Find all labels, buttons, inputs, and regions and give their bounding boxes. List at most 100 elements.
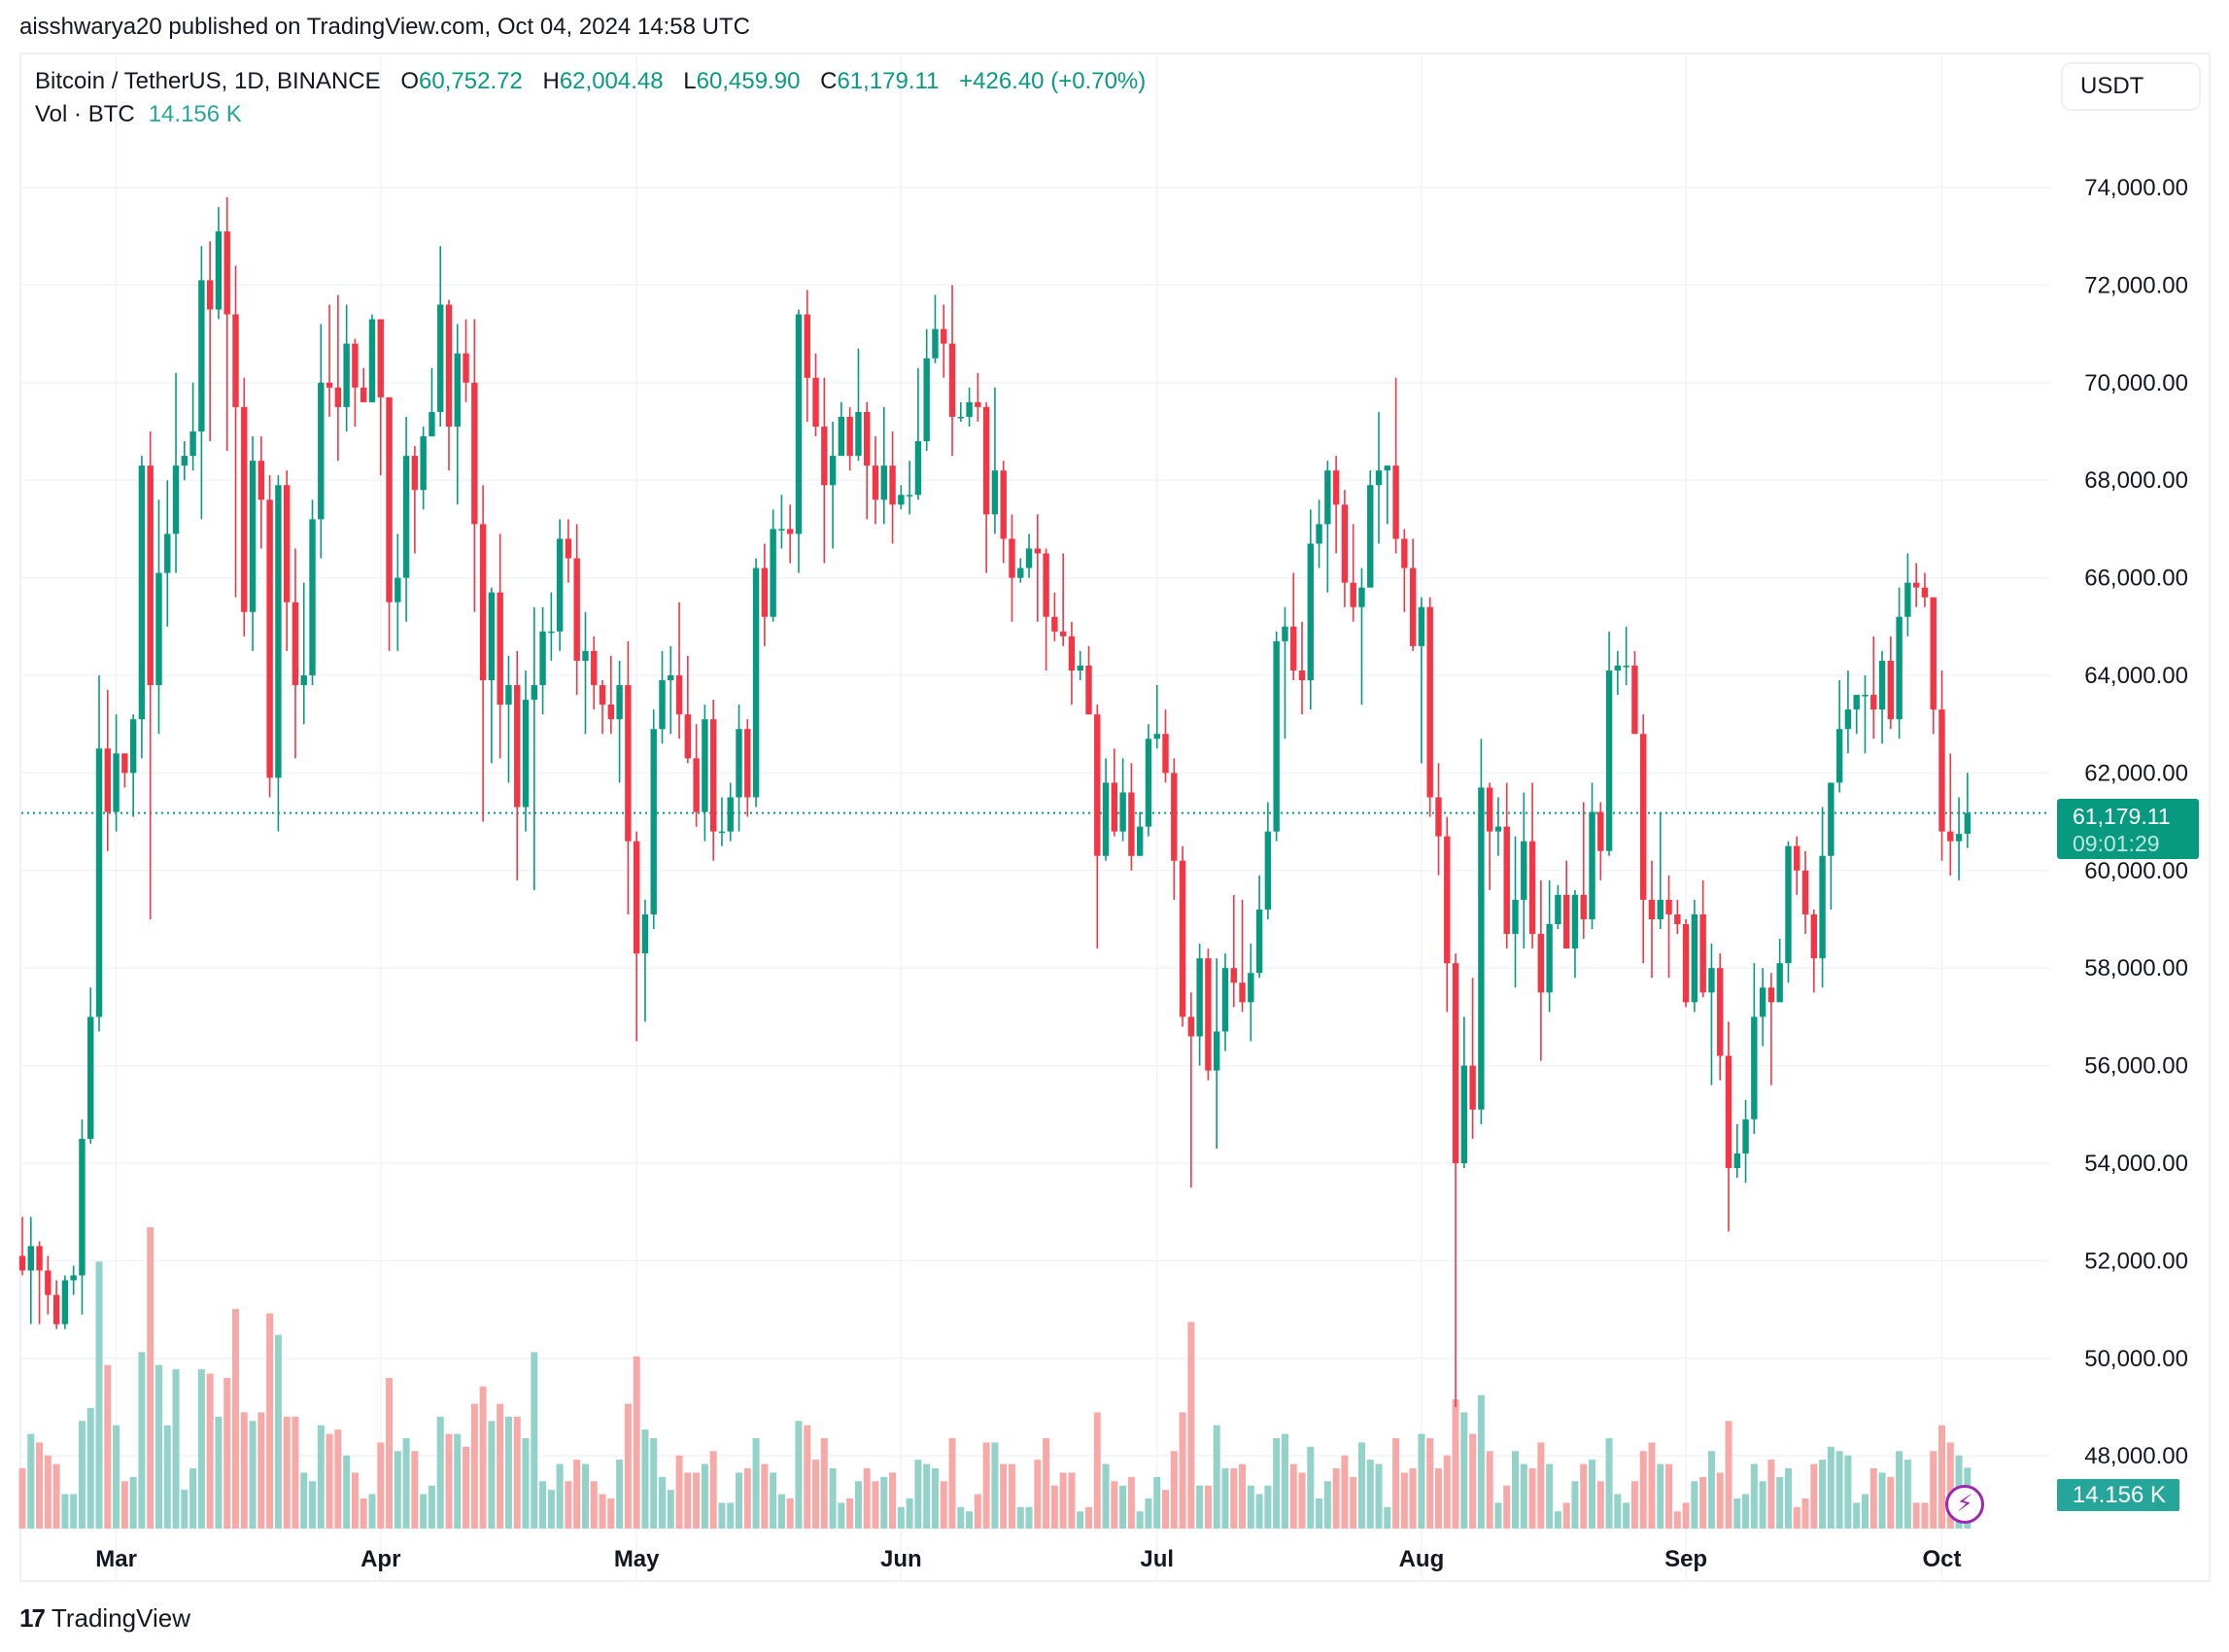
currency-button[interactable]: USDT xyxy=(2061,62,2201,111)
candle-body xyxy=(1580,894,1587,919)
volume-bar xyxy=(70,1494,78,1529)
candle-body xyxy=(1469,1065,1476,1110)
volume-bar xyxy=(326,1433,333,1529)
volume-bar xyxy=(18,1467,26,1529)
candle-body xyxy=(1375,470,1383,486)
volume-bar xyxy=(743,1467,751,1529)
volume-bar xyxy=(786,1497,794,1529)
volume-bar xyxy=(1716,1472,1724,1529)
candle-body xyxy=(633,841,640,954)
candle-body xyxy=(1528,841,1536,935)
volume-bar xyxy=(1366,1460,1374,1529)
candle-body xyxy=(87,1016,94,1139)
volume-bar xyxy=(1903,1460,1911,1529)
volume-title[interactable]: Vol · BTC xyxy=(35,101,135,127)
volume-bar xyxy=(889,1472,897,1529)
candle-body xyxy=(1025,548,1033,568)
volume-bar xyxy=(1503,1485,1511,1529)
volume-bar xyxy=(940,1481,947,1529)
volume-bar xyxy=(1341,1455,1349,1529)
candle-body xyxy=(360,387,367,402)
ohlc-legend: Bitcoin / TetherUS, 1D, BINANCE O60,752.… xyxy=(35,68,1146,95)
volume-bar xyxy=(1657,1463,1664,1529)
candle-body xyxy=(352,343,359,388)
volume-bar xyxy=(1332,1467,1340,1529)
candle-body xyxy=(1682,924,1690,1003)
volume-bar xyxy=(463,1446,470,1529)
volume-legend: Vol · BTC 14.156 K xyxy=(35,101,242,128)
candle-body xyxy=(744,729,751,798)
volume-bar xyxy=(1801,1497,1809,1529)
symbol-title[interactable]: Bitcoin / TetherUS, 1D, BINANCE xyxy=(35,68,381,94)
volume-bar xyxy=(147,1226,154,1529)
candle-body xyxy=(61,1280,69,1325)
y-tick-label: 48,000.00 xyxy=(2084,1443,2188,1469)
candle-body xyxy=(437,304,444,412)
volume-bar xyxy=(1230,1467,1238,1529)
candle-body xyxy=(1111,782,1118,832)
volume-bar xyxy=(1179,1412,1186,1529)
volume-bar xyxy=(1869,1467,1877,1529)
volume-bar xyxy=(1298,1472,1306,1529)
volume-bar xyxy=(1921,1502,1929,1529)
candle-body xyxy=(709,719,717,832)
candle-body xyxy=(591,650,598,686)
candle-body xyxy=(957,416,964,419)
volume-bar xyxy=(616,1460,624,1529)
candle-body xyxy=(1597,811,1604,851)
volume-bar xyxy=(1630,1481,1638,1529)
candle-body xyxy=(402,456,410,578)
candle-body xyxy=(770,529,776,617)
volume-bar xyxy=(1384,1506,1391,1529)
candle-body xyxy=(266,499,273,778)
volume-bar xyxy=(701,1463,708,1529)
candle-body xyxy=(1273,640,1280,832)
volume-bar xyxy=(1357,1442,1365,1529)
y-tick-label: 68,000.00 xyxy=(2084,467,2188,494)
candle-body xyxy=(1725,1055,1732,1169)
volume-bar xyxy=(1452,1399,1459,1529)
candle-body xyxy=(189,431,196,457)
volume-bar xyxy=(1187,1322,1195,1529)
time-axis: Mar Apr May Jun Jul Aug Sep Oct xyxy=(95,1546,1961,1572)
volume-bar xyxy=(1170,1451,1178,1529)
y-tick-label: 74,000.00 xyxy=(2084,175,2188,201)
volume-bar xyxy=(1614,1494,1622,1529)
volume-bar xyxy=(1827,1446,1835,1529)
candle-body xyxy=(52,1294,60,1325)
candle-body xyxy=(1358,587,1365,607)
candle-body xyxy=(1810,913,1817,959)
tradingview-logo[interactable]: 17 TradingView xyxy=(19,1603,190,1634)
candle-body xyxy=(1930,597,1937,710)
volume-bar xyxy=(1204,1485,1212,1529)
candle-body xyxy=(923,358,930,442)
candle-body xyxy=(1785,845,1792,964)
volume-bar xyxy=(1400,1472,1408,1529)
volume-bar xyxy=(556,1463,564,1529)
volume-bar xyxy=(479,1386,487,1529)
volume-bar xyxy=(1946,1442,1954,1529)
volume-bar xyxy=(1665,1463,1673,1529)
volume-bar xyxy=(1596,1481,1604,1529)
volume-bar xyxy=(1537,1442,1545,1529)
candle-body xyxy=(1230,968,1237,983)
candle-body xyxy=(1136,826,1144,856)
x-tick-label: Oct xyxy=(1922,1546,1961,1572)
lightning-icon[interactable]: ⚡︎ xyxy=(1945,1485,1984,1524)
volume-bar xyxy=(61,1494,69,1529)
volume-bar xyxy=(1239,1463,1247,1529)
volume-bar xyxy=(1528,1467,1536,1529)
volume-bar xyxy=(1102,1463,1110,1529)
candle-body xyxy=(787,529,794,534)
volume-bar xyxy=(897,1506,905,1529)
x-tick-label: Mar xyxy=(95,1546,137,1572)
volume-bar xyxy=(1255,1494,1263,1529)
volume-bar xyxy=(1742,1494,1750,1529)
volume-bar xyxy=(104,1364,112,1529)
volume-bar xyxy=(761,1463,769,1529)
volume-bar xyxy=(223,1377,231,1529)
volume-bar xyxy=(1691,1481,1698,1529)
candle-body xyxy=(471,382,478,525)
volume-bar xyxy=(650,1437,658,1529)
